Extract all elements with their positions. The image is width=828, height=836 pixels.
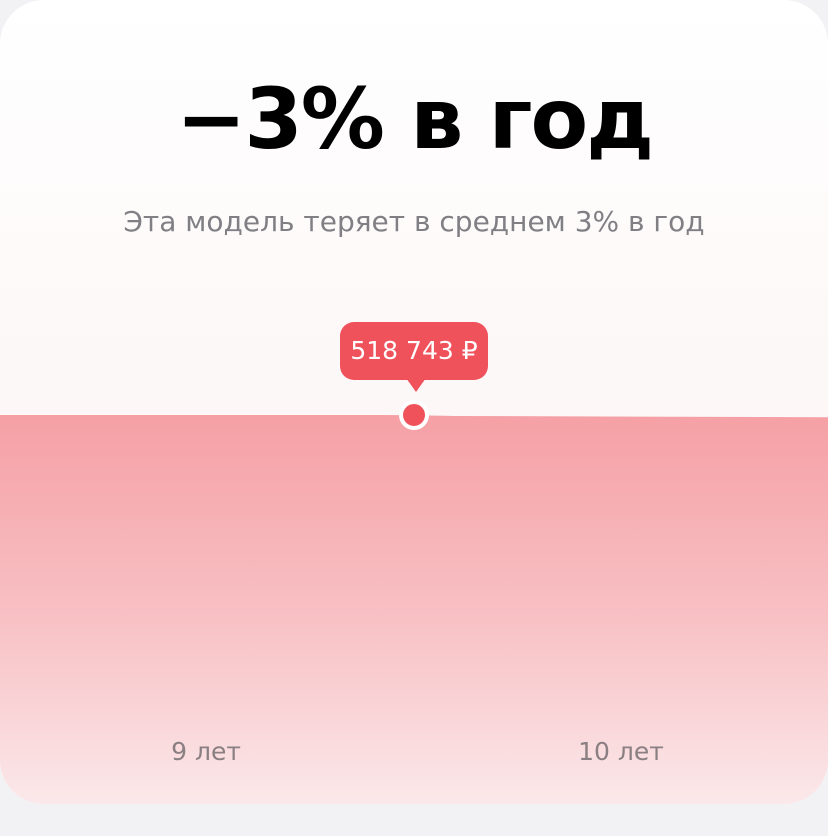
tooltip-arrow (406, 378, 426, 392)
depreciation-card: −3% в год Эта модель теряет в среднем 3%… (0, 0, 828, 804)
headline-rate: −3% в год (175, 70, 654, 168)
highlighted-data-point[interactable] (399, 400, 429, 430)
x-tick-10-years: 10 лет (578, 737, 664, 766)
headline-subtitle: Эта модель теряет в среднем 3% в год (123, 205, 705, 238)
x-tick-9-years: 9 лет (171, 737, 241, 766)
value-tooltip: 518 743 ₽ (340, 322, 488, 380)
depreciation-chart[interactable] (0, 0, 828, 804)
